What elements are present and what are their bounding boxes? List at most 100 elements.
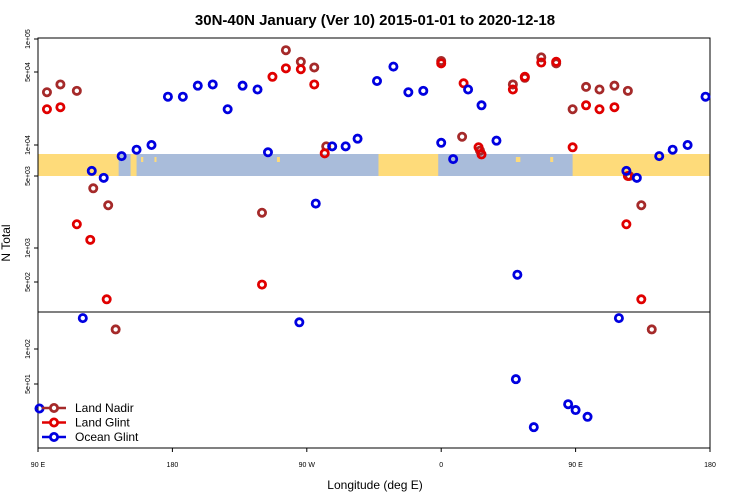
land-glint-point: [622, 170, 633, 181]
ocean-glint-point: [162, 91, 173, 102]
land-glint-point: [594, 104, 605, 115]
y-axis: 5e+03 1e+04 5e+04 1e+05 1e+03 5e+02 1e+02 5e+01: [25, 29, 38, 394]
ocean-glint-point: [418, 85, 429, 96]
island: [550, 157, 554, 162]
y-tick-label: 5e+04: [25, 62, 32, 82]
land-glint-point: [609, 102, 620, 113]
legend-marker: [49, 417, 60, 428]
ocean-glint-point: [613, 313, 624, 324]
y-tick-label: 5e+01: [25, 374, 32, 394]
land-band: [378, 154, 439, 176]
land-nadir-point: [507, 79, 518, 90]
x-axis-label: Longitude (deg E): [327, 478, 422, 492]
land-glint-point: [536, 57, 547, 68]
land-nadir-point: [567, 104, 578, 115]
land-band: [38, 154, 119, 176]
y-tick-label: 5e+03: [25, 166, 32, 186]
land-nadir-point: [646, 324, 657, 335]
land-glint-point: [567, 142, 578, 153]
land-glint-point: [319, 148, 330, 159]
land-band: [130, 154, 137, 176]
ocean-glint-point: [340, 141, 351, 152]
ocean-glint-point: [310, 198, 321, 209]
ocean-glint-point: [207, 79, 218, 90]
ocean-glint-point: [667, 144, 678, 155]
land-glint-point: [71, 219, 82, 230]
land-glint-point: [41, 104, 52, 115]
ocean-glint-point: [582, 411, 593, 422]
land-glint-point: [636, 294, 647, 305]
ocean-glint-point: [262, 147, 273, 158]
ocean-glint-point: [86, 165, 97, 176]
y-tick-label: 5e+02: [25, 272, 32, 292]
ocean-glint-point: [682, 139, 693, 150]
y-axis-label: N Total: [0, 224, 13, 261]
ocean-glint-point: [436, 137, 447, 148]
data-points: [34, 45, 711, 433]
island: [276, 157, 280, 162]
ocean-glint-point: [116, 151, 127, 162]
island: [154, 157, 157, 162]
ocean-glint-point: [77, 313, 88, 324]
legend-label: Ocean Glint: [75, 430, 139, 444]
x-tick-label: 90 W: [299, 462, 316, 469]
land-glint-point: [476, 149, 487, 160]
ocean-glint-point: [192, 80, 203, 91]
plot-frame: [37, 37, 711, 449]
land-nadir-point: [636, 200, 647, 211]
x-tick-label: 0: [439, 462, 443, 469]
ocean-glint-point: [512, 269, 523, 280]
ocean-glint-point: [631, 172, 642, 183]
x-tick-label: 90 E: [568, 462, 583, 469]
land-nadir-point: [581, 81, 592, 92]
land-nadir-point: [457, 131, 468, 142]
ocean-glint-point: [371, 76, 382, 87]
legend-marker: [49, 402, 60, 413]
land-band: [572, 154, 710, 176]
ocean-glint-point: [252, 84, 263, 95]
land-nadir-point: [622, 85, 633, 96]
land-nadir-point: [609, 80, 620, 91]
land-nadir-point: [71, 85, 82, 96]
x-tick-label: 180: [167, 462, 179, 469]
y-tick-label: 1e+03: [25, 238, 32, 258]
ocean-band: [38, 154, 710, 176]
ocean-glint-point: [237, 80, 248, 91]
land-nadir-point: [103, 200, 114, 211]
legend-label: Land Glint: [75, 416, 130, 430]
ocean-glint-point: [98, 172, 109, 183]
ocean-glint-point: [654, 151, 665, 162]
x-axis: 90 E 180 90 W 0 90 E 180: [31, 448, 716, 469]
ocean-glint-point: [388, 61, 399, 72]
world-map-strip: [38, 154, 710, 176]
land-nadir-point: [280, 45, 291, 56]
ocean-glint-point: [700, 91, 711, 102]
y-tick-label: 1e+05: [25, 29, 32, 49]
land-glint-point: [295, 64, 306, 75]
ocean-glint-point: [131, 144, 142, 155]
land-glint-point: [55, 102, 66, 113]
land-nadir-point: [256, 207, 267, 218]
ocean-glint-point: [463, 84, 474, 95]
land-glint-point: [458, 78, 469, 89]
land-glint-point: [551, 56, 562, 67]
land-glint-point: [507, 84, 518, 95]
land-glint-point: [256, 279, 267, 290]
island: [141, 157, 144, 162]
land-nadir-point: [41, 87, 52, 98]
land-nadir-point: [88, 183, 99, 194]
ocean-glint-point: [352, 133, 363, 144]
ocean-glint-point: [563, 399, 574, 410]
land-glint-point: [309, 79, 320, 90]
y-tick-label: 1e+04: [25, 135, 32, 155]
ocean-glint-point: [570, 405, 581, 416]
land-nadir-point: [110, 324, 121, 335]
x-tick-label: 90 E: [31, 462, 46, 469]
ocean-glint-point: [327, 141, 338, 152]
ocean-glint-point: [177, 91, 188, 102]
land-glint-point: [85, 234, 96, 245]
ocean-glint-point: [621, 165, 632, 176]
land-nadir-point: [55, 79, 66, 90]
land-glint-point: [280, 63, 291, 74]
